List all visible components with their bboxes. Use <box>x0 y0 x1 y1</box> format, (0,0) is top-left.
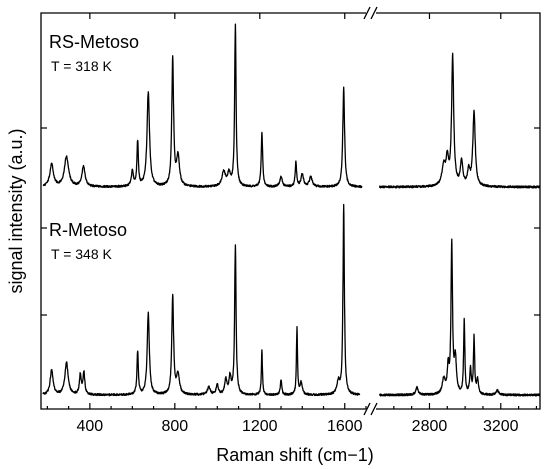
spectrum-r-metoso-low <box>42 244 314 397</box>
frame-left-panel <box>40 12 366 410</box>
y-axis-ticks <box>41 127 540 316</box>
spectrum-rs-metoso-high <box>378 52 541 189</box>
spectrum-rs-metoso-low <box>42 23 314 189</box>
axis-break-mark-bottom-1 <box>363 402 371 416</box>
x-tick-label-3200: 3200 <box>483 418 519 435</box>
x-axis-ticks <box>46 13 538 409</box>
axis-break-marks <box>363 6 378 416</box>
x-tick-label-2800: 2800 <box>412 418 448 435</box>
spectra <box>42 23 541 397</box>
plot-frame <box>40 6 541 416</box>
x-axis-tick-labels: 400 800 1200 1600 2800 3200 <box>77 418 519 435</box>
spectrum-r-metoso-low-tail <box>312 203 361 397</box>
spectrum-rs-metoso-low-tail <box>312 86 363 189</box>
x-tick-label-1200: 1200 <box>242 418 278 435</box>
axis-break-mark-top-2 <box>370 6 378 20</box>
y-axis-title: signal intensity (a.u.) <box>6 128 26 293</box>
series-temperature-rs-metoso: T = 318 K <box>51 58 113 74</box>
spectrum-r-metoso-high <box>378 238 541 397</box>
series-temperature-r-metoso: T = 348 K <box>51 246 113 262</box>
axis-break-mark-bottom-2 <box>370 402 378 416</box>
x-axis-title: Raman shift (cm−1) <box>216 445 374 465</box>
x-tick-label-400: 400 <box>77 418 104 435</box>
axis-break-mark-top-1 <box>363 6 371 20</box>
frame-right-panel <box>376 12 541 410</box>
series-label-rs-metoso: RS-Metoso <box>49 32 139 52</box>
x-tick-label-800: 800 <box>161 418 188 435</box>
x-tick-label-1600: 1600 <box>327 418 363 435</box>
series-label-r-metoso: R-Metoso <box>49 220 127 240</box>
